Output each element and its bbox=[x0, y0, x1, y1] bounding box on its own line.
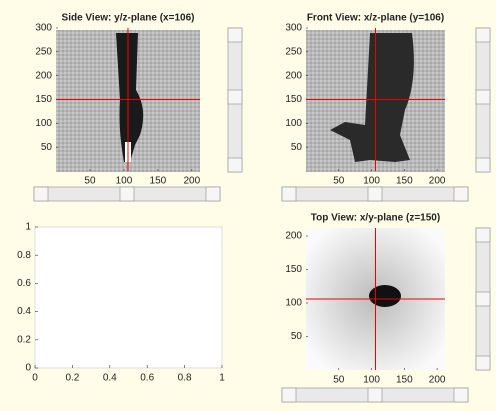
x-tick-label: 150 bbox=[396, 375, 413, 386]
y-tick-label: 200 bbox=[285, 70, 302, 81]
slider[interactable] bbox=[475, 227, 491, 371]
slider[interactable] bbox=[281, 186, 469, 202]
y-tick-label: 250 bbox=[35, 46, 52, 57]
x-tick-label: 200 bbox=[429, 375, 446, 386]
x-tick-label: 1 bbox=[219, 373, 225, 384]
x-tick-label: 50 bbox=[84, 176, 96, 187]
x-tick-label: 0.8 bbox=[178, 373, 192, 384]
empty-axes bbox=[34, 226, 223, 369]
y-tick-label: 0 bbox=[25, 363, 31, 374]
y-tick-label: 50 bbox=[291, 142, 303, 153]
y-tick-label: 100 bbox=[35, 118, 52, 129]
x-tick-label: 100 bbox=[363, 176, 380, 187]
y-tick-label: 150 bbox=[285, 94, 302, 105]
y-tick-label: 1 bbox=[25, 222, 31, 233]
x-tick-label: 100 bbox=[363, 375, 380, 386]
slider[interactable] bbox=[227, 27, 243, 173]
y-tick-label: 50 bbox=[291, 331, 303, 342]
y-tick-label: 250 bbox=[285, 46, 302, 57]
y-tick-label: 150 bbox=[35, 94, 52, 105]
y-tick-label: 0.2 bbox=[17, 334, 31, 345]
y-tick-label: 300 bbox=[285, 23, 302, 34]
slider[interactable] bbox=[281, 387, 469, 403]
y-tick-label: 100 bbox=[285, 118, 302, 129]
x-tick-label: 50 bbox=[333, 176, 345, 187]
y-tick-label: 300 bbox=[35, 23, 52, 34]
y-tick-label: 150 bbox=[285, 264, 302, 275]
y-tick-label: 50 bbox=[41, 142, 53, 153]
slider[interactable] bbox=[33, 186, 221, 202]
x-tick-label: 0 bbox=[32, 373, 38, 384]
view-title: Front View: x/z-plane (y=106) bbox=[307, 13, 444, 24]
view-title: Side View: y/z-plane (x=106) bbox=[62, 13, 195, 24]
x-tick-label: 100 bbox=[116, 176, 133, 187]
x-tick-label: 0.6 bbox=[140, 373, 154, 384]
y-tick-label: 0.8 bbox=[17, 250, 31, 261]
x-tick-label: 200 bbox=[429, 176, 446, 187]
y-tick-label: 0.4 bbox=[17, 306, 31, 317]
x-tick-label: 50 bbox=[333, 375, 345, 386]
y-tick-label: 200 bbox=[35, 70, 52, 81]
y-tick-label: 100 bbox=[285, 298, 302, 309]
x-tick-label: 150 bbox=[396, 176, 413, 187]
x-tick-label: 0.4 bbox=[103, 373, 117, 384]
x-tick-label: 150 bbox=[150, 176, 167, 187]
y-tick-label: 0.6 bbox=[17, 278, 31, 289]
slider[interactable] bbox=[475, 27, 491, 173]
y-tick-label: 200 bbox=[285, 231, 302, 242]
x-tick-label: 0.2 bbox=[65, 373, 79, 384]
x-tick-label: 200 bbox=[184, 176, 201, 187]
view-title: Top View: x/y-plane (z=150) bbox=[311, 213, 440, 224]
